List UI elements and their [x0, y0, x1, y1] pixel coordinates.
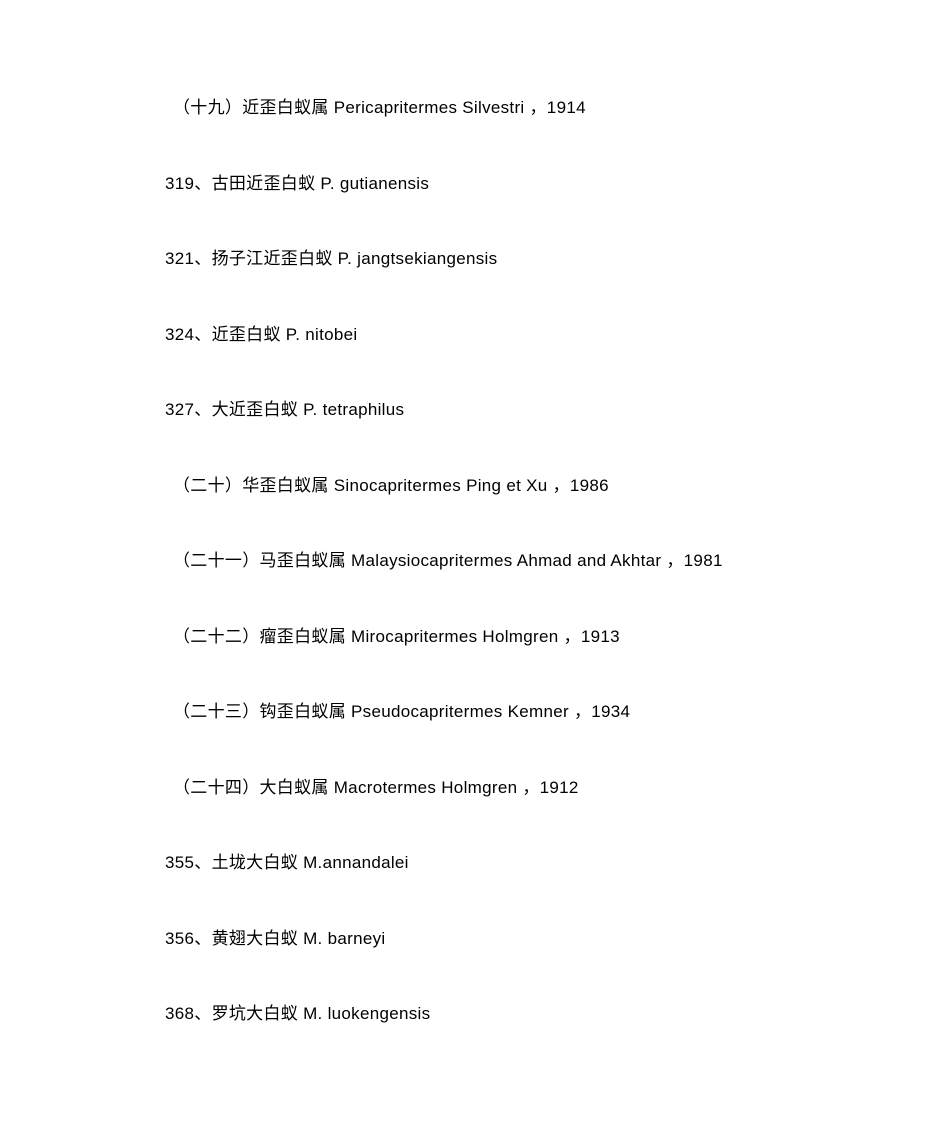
taxonomy-entry: （二十一）马歪白蚁属 Malaysiocapritermes Ahmad and…: [165, 548, 945, 574]
taxonomy-entry: （十九）近歪白蚁属 Pericapritermes Silvestri ，191…: [165, 95, 945, 121]
taxonomy-entry: （二十二）瘤歪白蚁属 Mirocapritermes Holmgren ，191…: [165, 624, 945, 650]
taxonomy-entry: （二十三）钩歪白蚁属 Pseudocapritermes Kemner ，193…: [165, 699, 945, 725]
taxonomy-entry: （二十）华歪白蚁属 Sinocapritermes Ping et Xu ，19…: [165, 473, 945, 499]
taxonomy-entry: 321、扬子江近歪白蚁 P. jangtsekiangensis: [165, 246, 945, 272]
taxonomy-entry: 356、黄翅大白蚁 M. barneyi: [165, 926, 945, 952]
taxonomy-entry: 368、罗坑大白蚁 M. luokengensis: [165, 1001, 945, 1027]
taxonomy-entry: 319、古田近歪白蚁 P. gutianensis: [165, 171, 945, 197]
taxonomy-entry: （二十四）大白蚁属 Macrotermes Holmgren ，1912: [165, 775, 945, 801]
taxonomy-entry: 327、大近歪白蚁 P. tetraphilus: [165, 397, 945, 423]
taxonomy-entry: 355、土垅大白蚁 M.annandalei: [165, 850, 945, 876]
taxonomy-entry: 324、近歪白蚁 P. nitobei: [165, 322, 945, 348]
